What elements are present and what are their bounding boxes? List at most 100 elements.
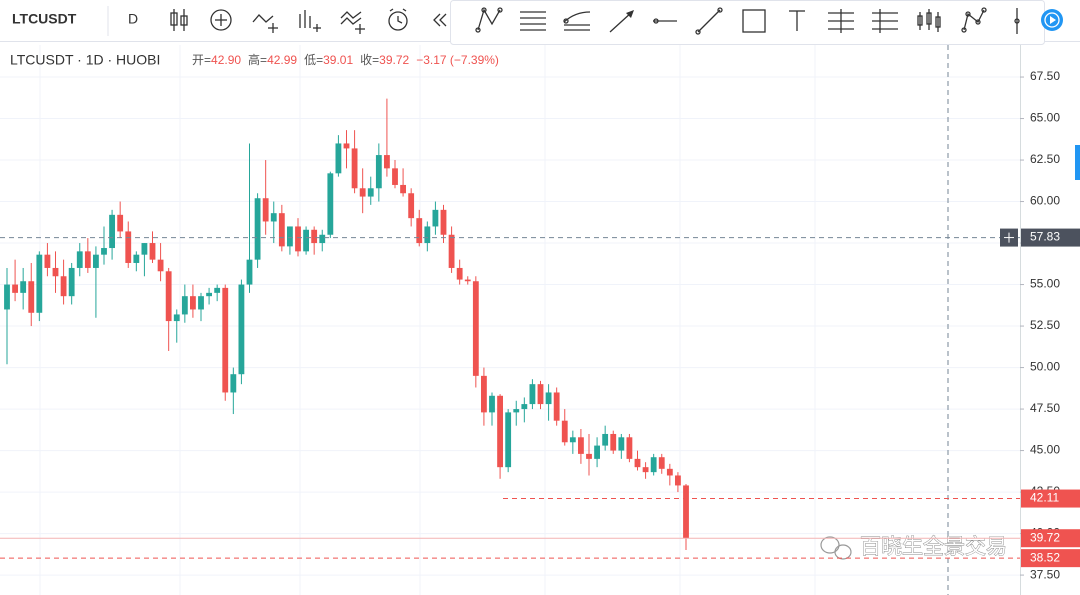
candle-body [569,437,576,443]
candle-body [101,248,107,255]
candle-body [683,485,689,539]
alert-button[interactable] [388,8,408,31]
price-label-box [1021,529,1080,548]
short-position-tool[interactable] [872,9,898,33]
arrow-tool[interactable] [609,10,634,33]
candle-body [109,214,115,249]
candle-body [190,296,196,310]
projection-tool[interactable] [961,7,987,33]
candle-body [618,437,625,451]
bars-pattern-tool[interactable] [917,9,941,32]
watermark-text: 百晓生全景交易 [860,536,1007,559]
y-tick-label: 60.00 [1030,194,1060,208]
candle-body [238,284,245,375]
candle-body [4,284,10,310]
candle-body [359,188,366,197]
candle-body [254,198,261,260]
vertical-line-tool[interactable] [1014,8,1020,34]
fib-tool[interactable] [520,11,546,31]
ray-tool[interactable] [653,18,677,24]
candle-body [367,188,374,197]
candle-body [432,209,439,227]
candle-body [278,213,285,247]
drawing-toolbar [450,0,1045,45]
legend-label: 高= [248,52,267,67]
legend-label: 收= [360,53,379,67]
candle-body [578,437,584,454]
candle-body [270,213,277,222]
candle-body [553,392,560,421]
candle-body [133,254,140,263]
candle-body [513,409,520,413]
candle-body [400,184,406,194]
candle-body [658,457,665,469]
compare-button[interactable] [210,9,232,31]
candle-body [230,374,237,393]
candle-body [36,254,43,313]
grid-layer [0,45,1020,595]
interval-button[interactable]: D [128,11,138,27]
price-label-box [1021,228,1080,247]
candle-body [481,375,487,413]
watermark: 百晓生全景交易 [820,535,1007,560]
candle-body [497,395,503,468]
candle-body [489,395,495,413]
candle-body [440,209,447,235]
candle-body [117,214,124,232]
rectangle-tool[interactable] [742,9,766,33]
candle-body [28,281,35,313]
candle-body [173,314,180,322]
candle-body [84,251,91,268]
candle-body [327,173,334,235]
candle-type-button[interactable] [170,9,188,31]
candle-body [125,231,132,263]
legend-label: 开= [192,53,211,67]
long-position-tool[interactable] [828,9,854,33]
financials-button[interactable] [299,10,321,32]
candle-body [586,453,592,459]
legend-value: 39.72 [379,53,409,67]
mark-layer [4,98,689,551]
indicator-button[interactable] [252,14,278,33]
price-label: 42.11 [1030,491,1059,505]
candle-body [521,404,528,410]
y-tick-label: 37.50 [1030,567,1060,581]
candle-body [472,281,479,376]
fan-tool[interactable] [563,11,591,31]
trend-line-tool[interactable] [695,7,723,35]
candle-body [214,287,221,293]
candle-body [610,433,617,451]
y-tick-label: 65.00 [1030,111,1060,125]
play-ring [1044,12,1060,28]
candle-body [642,467,649,473]
candle-body [44,254,51,268]
candle-body [626,437,633,459]
candle-body [529,384,536,405]
candle-body [165,271,172,322]
candle-body [408,193,415,219]
price-label: 39.72 [1030,530,1060,544]
text-tool[interactable] [789,10,805,31]
candle-body [650,457,657,473]
legend-value: 42.90 [211,53,241,67]
candle-body [149,243,156,260]
templates-button[interactable] [340,11,365,34]
legend-value: 42.99 [267,53,297,67]
candle-body [594,445,600,459]
candle-body [206,292,212,297]
y-tick-label: 47.50 [1030,401,1060,415]
candle-body [456,267,463,280]
candle-body [12,284,18,293]
symbol-button[interactable]: LTCUSDT [12,11,77,27]
pattern-tool[interactable] [475,7,503,33]
candle-body [666,468,673,476]
replay-button[interactable] [433,13,447,27]
candle-body [246,259,253,285]
candle-body [76,251,83,268]
candle-body [181,296,188,315]
side-handle[interactable] [1075,145,1080,180]
candle-body [93,254,99,268]
y-tick-label: 45.00 [1030,443,1060,457]
legend-value: 39.01 [323,53,353,67]
candle-body [375,155,382,189]
